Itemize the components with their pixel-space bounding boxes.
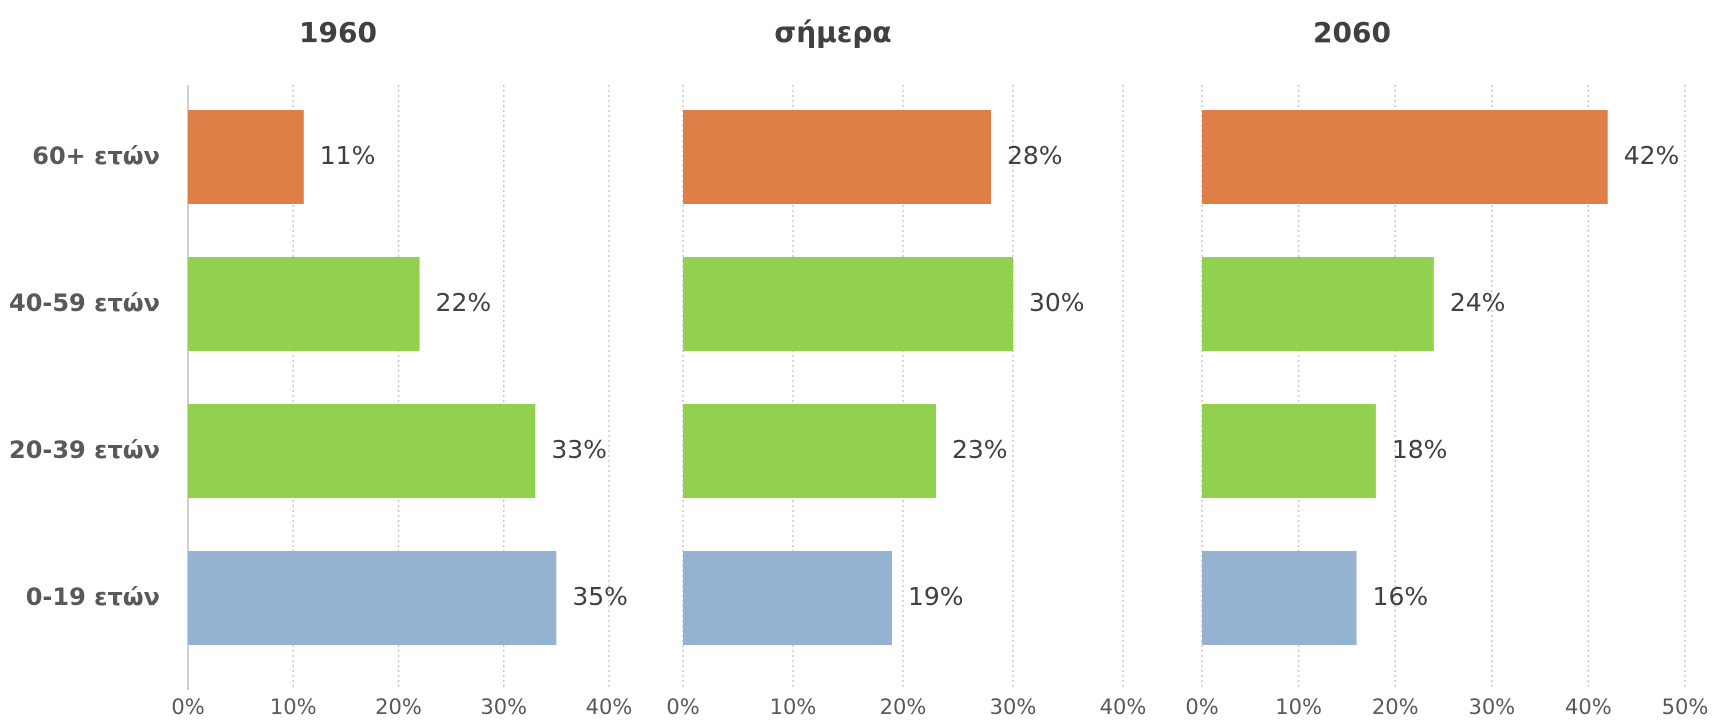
bar xyxy=(1202,110,1608,204)
bar xyxy=(1202,551,1357,645)
x-tick-label: 10% xyxy=(1275,695,1322,719)
x-tick-label: 0% xyxy=(171,695,204,719)
bar xyxy=(188,404,536,498)
x-tick-label: 30% xyxy=(1468,695,1515,719)
x-tick-label: 0% xyxy=(666,695,699,719)
panel-title: 2060 xyxy=(1313,16,1391,49)
x-tick-label: 0% xyxy=(1185,695,1218,719)
value-label: 19% xyxy=(908,582,964,611)
category-label: 60+ ετών xyxy=(32,142,160,170)
x-tick-label: 10% xyxy=(270,695,317,719)
value-label: 23% xyxy=(952,435,1008,464)
x-tick-label: 40% xyxy=(1100,695,1147,719)
value-label: 11% xyxy=(320,141,376,170)
value-label: 22% xyxy=(436,288,492,317)
bar xyxy=(1202,257,1434,351)
category-label: 20-39 ετών xyxy=(9,436,160,464)
bar xyxy=(1202,404,1376,498)
bar xyxy=(683,551,892,645)
panel-title: σήμερα xyxy=(774,16,891,49)
x-tick-label: 10% xyxy=(770,695,817,719)
value-label: 35% xyxy=(572,582,628,611)
bar xyxy=(683,257,1013,351)
x-tick-label: 30% xyxy=(990,695,1037,719)
panel-title: 1960 xyxy=(299,16,377,49)
value-label: 33% xyxy=(551,435,607,464)
x-tick-label: 20% xyxy=(880,695,927,719)
x-tick-label: 20% xyxy=(375,695,422,719)
bar xyxy=(188,551,557,645)
bar xyxy=(188,257,420,351)
value-label: 18% xyxy=(1392,435,1448,464)
bar xyxy=(683,110,991,204)
category-label: 0-19 ετών xyxy=(26,583,160,611)
x-tick-label: 40% xyxy=(1565,695,1612,719)
bar xyxy=(683,404,936,498)
value-label: 16% xyxy=(1373,582,1429,611)
x-tick-label: 20% xyxy=(1372,695,1419,719)
value-label: 28% xyxy=(1007,141,1063,170)
category-label: 40-59 ετών xyxy=(9,289,160,317)
x-tick-label: 40% xyxy=(586,695,633,719)
x-tick-label: 50% xyxy=(1662,695,1709,719)
value-label: 24% xyxy=(1450,288,1506,317)
value-label: 30% xyxy=(1029,288,1085,317)
x-tick-label: 30% xyxy=(480,695,527,719)
value-label: 42% xyxy=(1624,141,1680,170)
bar xyxy=(188,110,304,204)
